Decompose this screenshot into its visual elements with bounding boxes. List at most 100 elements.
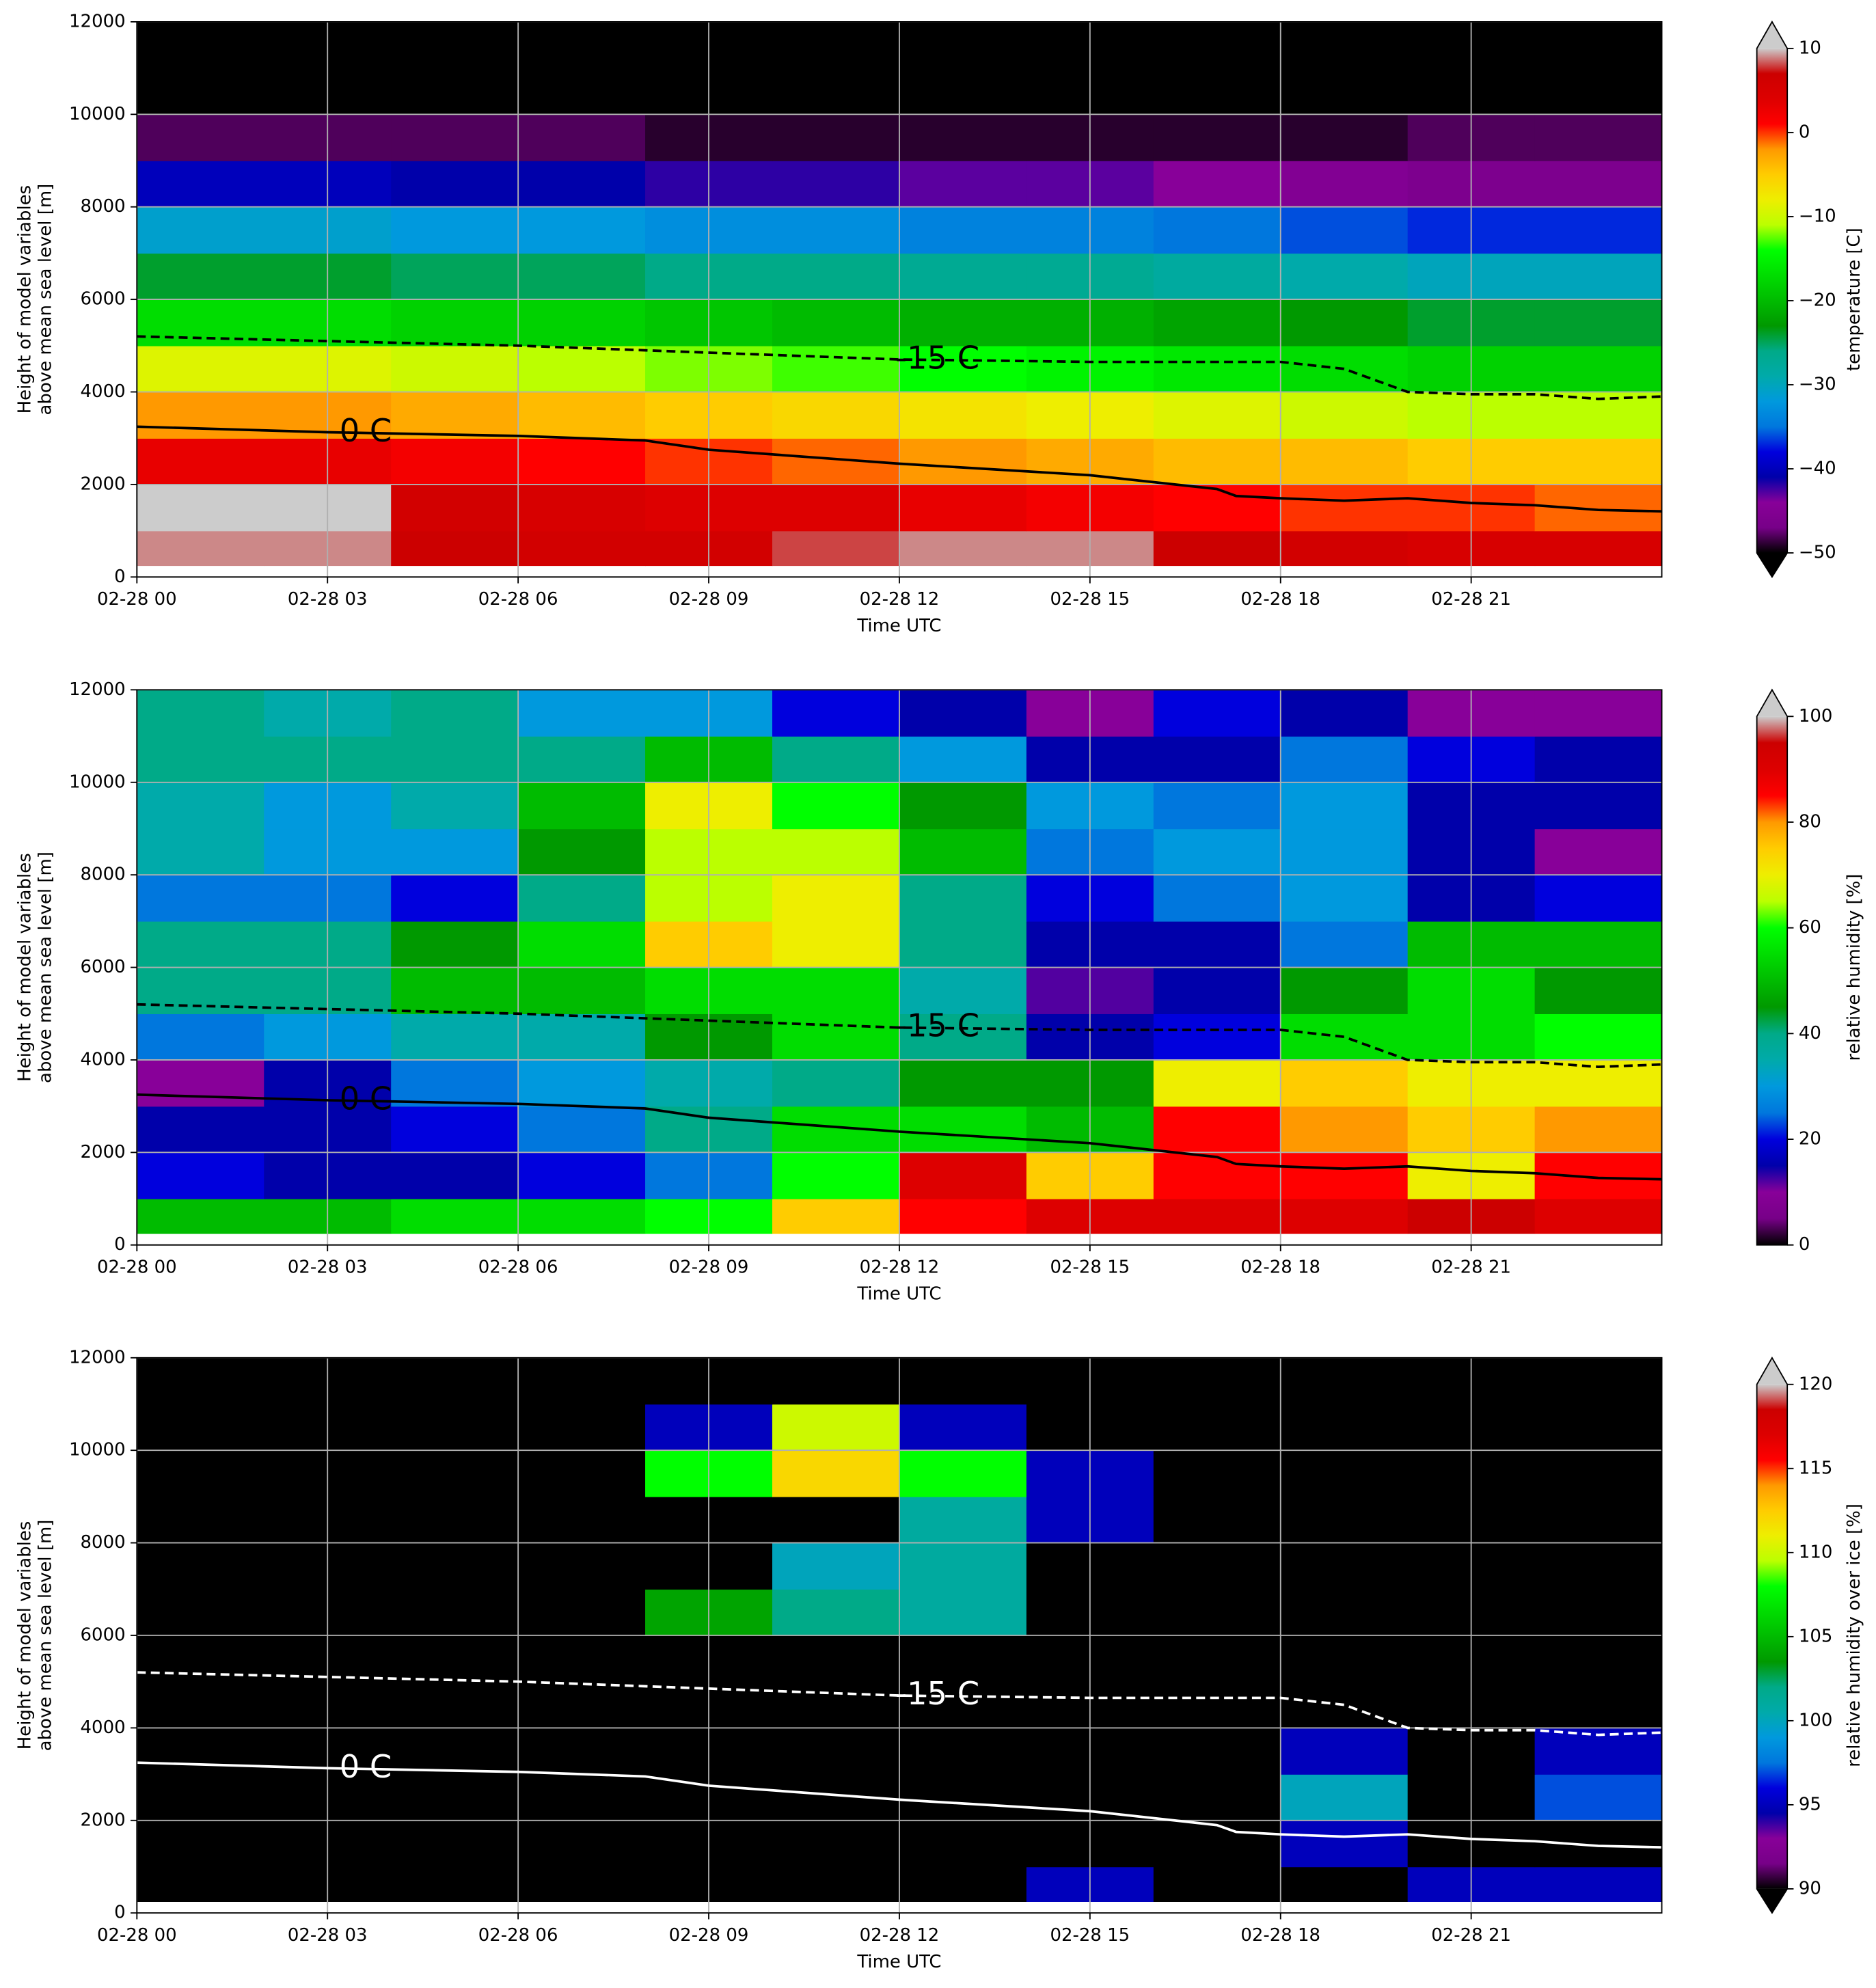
- heatmap-cell: [899, 1106, 1027, 1154]
- heatmap-cell: [391, 1589, 519, 1636]
- heatmap-cell: [899, 1681, 1027, 1729]
- heatmap-cell: [518, 1199, 646, 1234]
- heatmap-cell: [1534, 690, 1663, 737]
- heatmap-cell: [1153, 921, 1281, 968]
- y-tick-label: 4000: [81, 381, 126, 402]
- heatmap-cell: [518, 1450, 646, 1497]
- heatmap-cell: [772, 782, 900, 830]
- colorbar-label: relative humidity over ice [%]: [1844, 1503, 1864, 1767]
- heatmap-cell: [1534, 1635, 1663, 1683]
- heatmap-cell: [899, 1013, 1027, 1061]
- heatmap-cell: [137, 161, 264, 208]
- x-tick-label: 02-28 18: [1240, 589, 1320, 610]
- heatmap-cell: [1153, 1013, 1281, 1061]
- heatmap-cell: [1280, 114, 1409, 161]
- y-tick-label: 0: [114, 1903, 126, 1923]
- x-tick-label: 02-28 03: [288, 1925, 368, 1946]
- heatmap-cell: [1280, 1496, 1409, 1544]
- heatmap-cell: [1280, 68, 1409, 115]
- heatmap-cell: [1153, 875, 1281, 922]
- heatmap-cell: [137, 206, 264, 254]
- heatmap-cell: [772, 1357, 900, 1405]
- heatmap-cell: [137, 530, 264, 567]
- colorbar-tick-label: −20: [1799, 290, 1836, 310]
- heatmap-cell: [391, 921, 519, 968]
- heatmap-cell: [772, 392, 900, 439]
- heatmap-cell: [518, 1059, 646, 1107]
- x-tick-label: 02-28 12: [860, 1925, 940, 1946]
- heatmap-cell: [1280, 690, 1409, 737]
- y-axis-label: above mean sea level [m]: [35, 184, 55, 416]
- heatmap-cell: [137, 828, 264, 875]
- heatmap-cell: [391, 1404, 519, 1451]
- heatmap-cell: [1153, 21, 1281, 69]
- heatmap-cell: [518, 1404, 646, 1451]
- heatmap-cell: [1280, 1199, 1409, 1234]
- contour-line: [137, 1761, 1662, 1849]
- heatmap-cell: [899, 1404, 1027, 1451]
- heatmap-cell: [391, 206, 519, 254]
- heatmap-cell: [137, 21, 264, 69]
- heatmap-cell: [137, 1681, 264, 1729]
- y-tick-label: 4000: [81, 1049, 126, 1070]
- x-tick-label: 02-28 15: [1050, 1925, 1130, 1946]
- heatmap-cell: [772, 68, 900, 115]
- heatmap-cell: [772, 161, 900, 208]
- heatmap-cell: [1280, 161, 1409, 208]
- heatmap-cell: [137, 1450, 264, 1497]
- heatmap-cell: [1153, 1404, 1281, 1451]
- colorbar-tick-label: −10: [1799, 206, 1836, 226]
- colorbar-extend-min: [1756, 1888, 1788, 1914]
- heatmap-cell: [1153, 484, 1281, 532]
- heatmap-cell: [137, 1820, 264, 1868]
- colorbar-tick-label: 40: [1799, 1023, 1821, 1044]
- heatmap-cell: [1280, 1013, 1409, 1061]
- heatmap-cell: [137, 1774, 264, 1821]
- colorbar-tick-label: 110: [1799, 1542, 1833, 1562]
- heatmap-cell: [899, 530, 1027, 567]
- colorbar-outline: [1756, 688, 1789, 1246]
- heatmap-cell: [1153, 1106, 1281, 1154]
- heatmap-cell: [1534, 1357, 1663, 1405]
- heatmap-cell: [1280, 1357, 1409, 1405]
- heatmap-cell: [899, 345, 1027, 393]
- heatmap-cell: [1534, 967, 1663, 1014]
- y-tick-label: 6000: [81, 957, 126, 977]
- heatmap-cell: [1280, 299, 1409, 346]
- heatmap-cell: [899, 253, 1027, 300]
- heatmap-cell: [391, 21, 519, 69]
- heatmap-cell: [391, 114, 519, 161]
- heatmap-cell: [137, 1496, 264, 1544]
- heatmap-cell: [518, 1106, 646, 1154]
- heatmap-cell: [899, 828, 1027, 875]
- heatmap-cell: [391, 530, 519, 567]
- heatmap-cell: [518, 114, 646, 161]
- heatmap-cell: [518, 484, 646, 532]
- heatmap-cell: [1534, 1013, 1663, 1061]
- colorbar-tick-label: −30: [1799, 374, 1836, 394]
- heatmap-cell: [1280, 484, 1409, 532]
- colorbar-tick-label: 0: [1799, 122, 1810, 142]
- heatmap-cell: [1280, 1450, 1409, 1497]
- heatmap-cell: [899, 484, 1027, 532]
- heatmap-cell: [899, 1450, 1027, 1497]
- heatmap-cell: [137, 1542, 264, 1590]
- heatmap-cell: [772, 1589, 900, 1636]
- heatmap-cell: [1153, 1496, 1281, 1544]
- panel: 0 C -15 C 02-28 00 02-28 03 02-28 06 02-28 09…: [15, 11, 1864, 636]
- heatmap-cell: [899, 68, 1027, 115]
- heatmap-cell: [137, 1152, 264, 1199]
- heatmap-cell: [518, 1542, 646, 1590]
- heatmap-cell: [137, 1589, 264, 1636]
- x-tick-label: 02-28 06: [478, 1257, 558, 1278]
- heatmap-cell: [1534, 299, 1663, 346]
- colorbar-tick-label: 120: [1799, 1374, 1833, 1394]
- heatmap-cell: [137, 438, 264, 485]
- heatmap-cell: [899, 438, 1027, 485]
- heatmap-cell: [899, 782, 1027, 830]
- heatmap-cell: [518, 1681, 646, 1729]
- heatmap-cell: [899, 1542, 1027, 1590]
- y-tick-label: 8000: [81, 1532, 126, 1553]
- heatmap-cell: [137, 253, 264, 300]
- heatmap-cell: [391, 1728, 519, 1775]
